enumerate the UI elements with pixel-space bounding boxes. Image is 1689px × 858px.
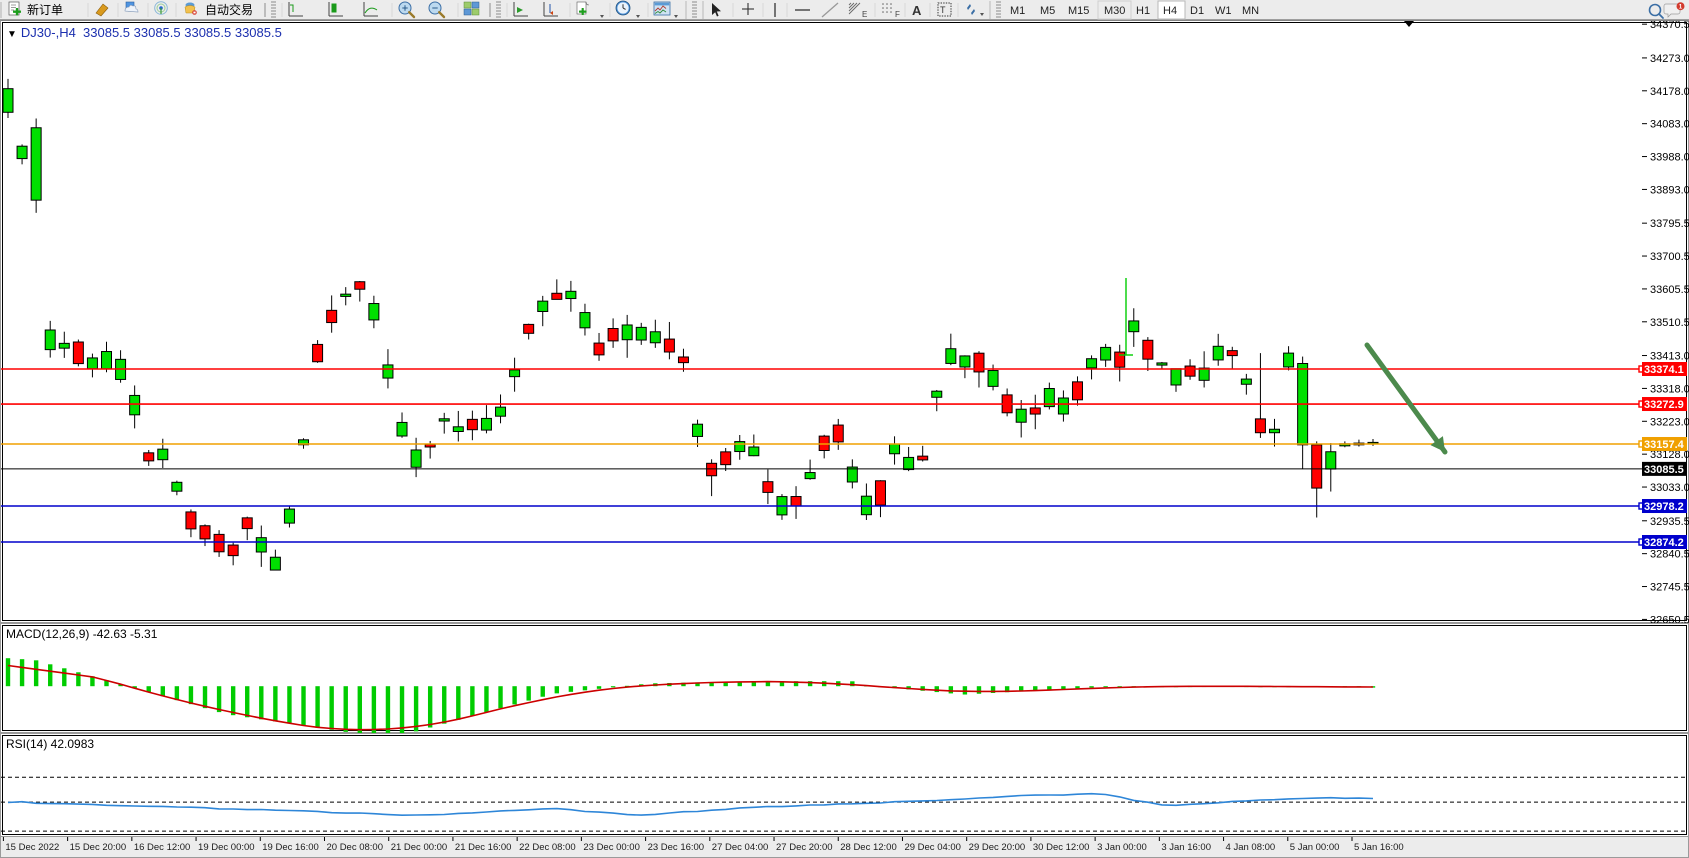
svg-text:M1: M1	[1010, 5, 1025, 17]
svg-text:22 Dec 08:00: 22 Dec 08:00	[519, 842, 576, 853]
svg-text:新订单: 新订单	[27, 2, 63, 17]
svg-text:H4: H4	[1163, 5, 1177, 17]
svg-text:33700.5: 33700.5	[1650, 251, 1689, 263]
svg-text:33223.0: 33223.0	[1650, 416, 1689, 428]
svg-text:33893.0: 33893.0	[1650, 184, 1689, 196]
svg-text:33605.5: 33605.5	[1650, 284, 1689, 296]
svg-text:H1: H1	[1136, 5, 1150, 17]
svg-text:23 Dec 00:00: 23 Dec 00:00	[583, 842, 640, 853]
svg-text:32978.2: 32978.2	[1644, 501, 1684, 513]
svg-text:19 Dec 00:00: 19 Dec 00:00	[198, 842, 255, 853]
svg-text:33795.5: 33795.5	[1650, 218, 1689, 230]
svg-text:5 Jan 00:00: 5 Jan 00:00	[1290, 842, 1340, 853]
svg-text:21 Dec 00:00: 21 Dec 00:00	[391, 842, 448, 853]
svg-text:5 Jan 16:00: 5 Jan 16:00	[1354, 842, 1404, 853]
svg-text:W1: W1	[1215, 5, 1232, 17]
svg-text:1: 1	[1679, 4, 1683, 11]
svg-text:A: A	[912, 3, 922, 18]
svg-text:21 Dec 16:00: 21 Dec 16:00	[455, 842, 512, 853]
svg-text:M30: M30	[1104, 5, 1125, 17]
svg-text:33374.1: 33374.1	[1644, 364, 1684, 376]
svg-text:15 Dec 20:00: 15 Dec 20:00	[70, 842, 127, 853]
svg-text:34273.0: 34273.0	[1650, 53, 1689, 65]
svg-text:16 Dec 12:00: 16 Dec 12:00	[134, 842, 191, 853]
svg-text:M5: M5	[1040, 5, 1055, 17]
svg-text:4 Jan 08:00: 4 Jan 08:00	[1226, 842, 1276, 853]
svg-text:32745.5: 32745.5	[1650, 582, 1689, 594]
svg-text:32935.5: 32935.5	[1650, 516, 1689, 528]
svg-text:32840.5: 32840.5	[1650, 549, 1689, 561]
svg-text:27 Dec 20:00: 27 Dec 20:00	[776, 842, 833, 853]
svg-text:D1: D1	[1190, 5, 1204, 17]
svg-text:33413.0: 33413.0	[1650, 351, 1689, 363]
svg-text:33510.5: 33510.5	[1650, 317, 1689, 329]
svg-text:32874.2: 32874.2	[1644, 537, 1684, 549]
svg-text:33085.5: 33085.5	[1644, 464, 1684, 476]
svg-text:F: F	[895, 10, 900, 19]
svg-text:33033.0: 33033.0	[1650, 482, 1689, 494]
svg-text:T: T	[940, 5, 946, 15]
svg-text:19 Dec 16:00: 19 Dec 16:00	[262, 842, 319, 853]
svg-text:15 Dec 2022: 15 Dec 2022	[5, 842, 59, 853]
svg-text:33272.9: 33272.9	[1644, 399, 1684, 411]
svg-text:23 Dec 16:00: 23 Dec 16:00	[648, 842, 705, 853]
svg-text:27 Dec 04:00: 27 Dec 04:00	[712, 842, 769, 853]
svg-text:30 Dec 12:00: 30 Dec 12:00	[1033, 842, 1090, 853]
svg-text:3 Jan 16:00: 3 Jan 16:00	[1161, 842, 1211, 853]
svg-text:34178.0: 34178.0	[1650, 86, 1689, 98]
svg-text:33988.0: 33988.0	[1650, 152, 1689, 164]
svg-text:MN: MN	[1242, 5, 1259, 17]
svg-text:33318.0: 33318.0	[1650, 383, 1689, 395]
svg-text:28 Dec 12:00: 28 Dec 12:00	[840, 842, 897, 853]
svg-text:34370.5: 34370.5	[1650, 21, 1689, 31]
svg-text:E: E	[862, 10, 867, 19]
svg-text:29 Dec 04:00: 29 Dec 04:00	[904, 842, 961, 853]
svg-text:20 Dec 08:00: 20 Dec 08:00	[326, 842, 383, 853]
svg-text:M15: M15	[1068, 5, 1089, 17]
svg-text:33157.4: 33157.4	[1644, 439, 1685, 451]
svg-text:34083.0: 34083.0	[1650, 119, 1689, 131]
svg-text:29 Dec 20:00: 29 Dec 20:00	[969, 842, 1026, 853]
svg-text:自动交易: 自动交易	[205, 2, 253, 17]
svg-text:3 Jan 00:00: 3 Jan 00:00	[1097, 842, 1147, 853]
